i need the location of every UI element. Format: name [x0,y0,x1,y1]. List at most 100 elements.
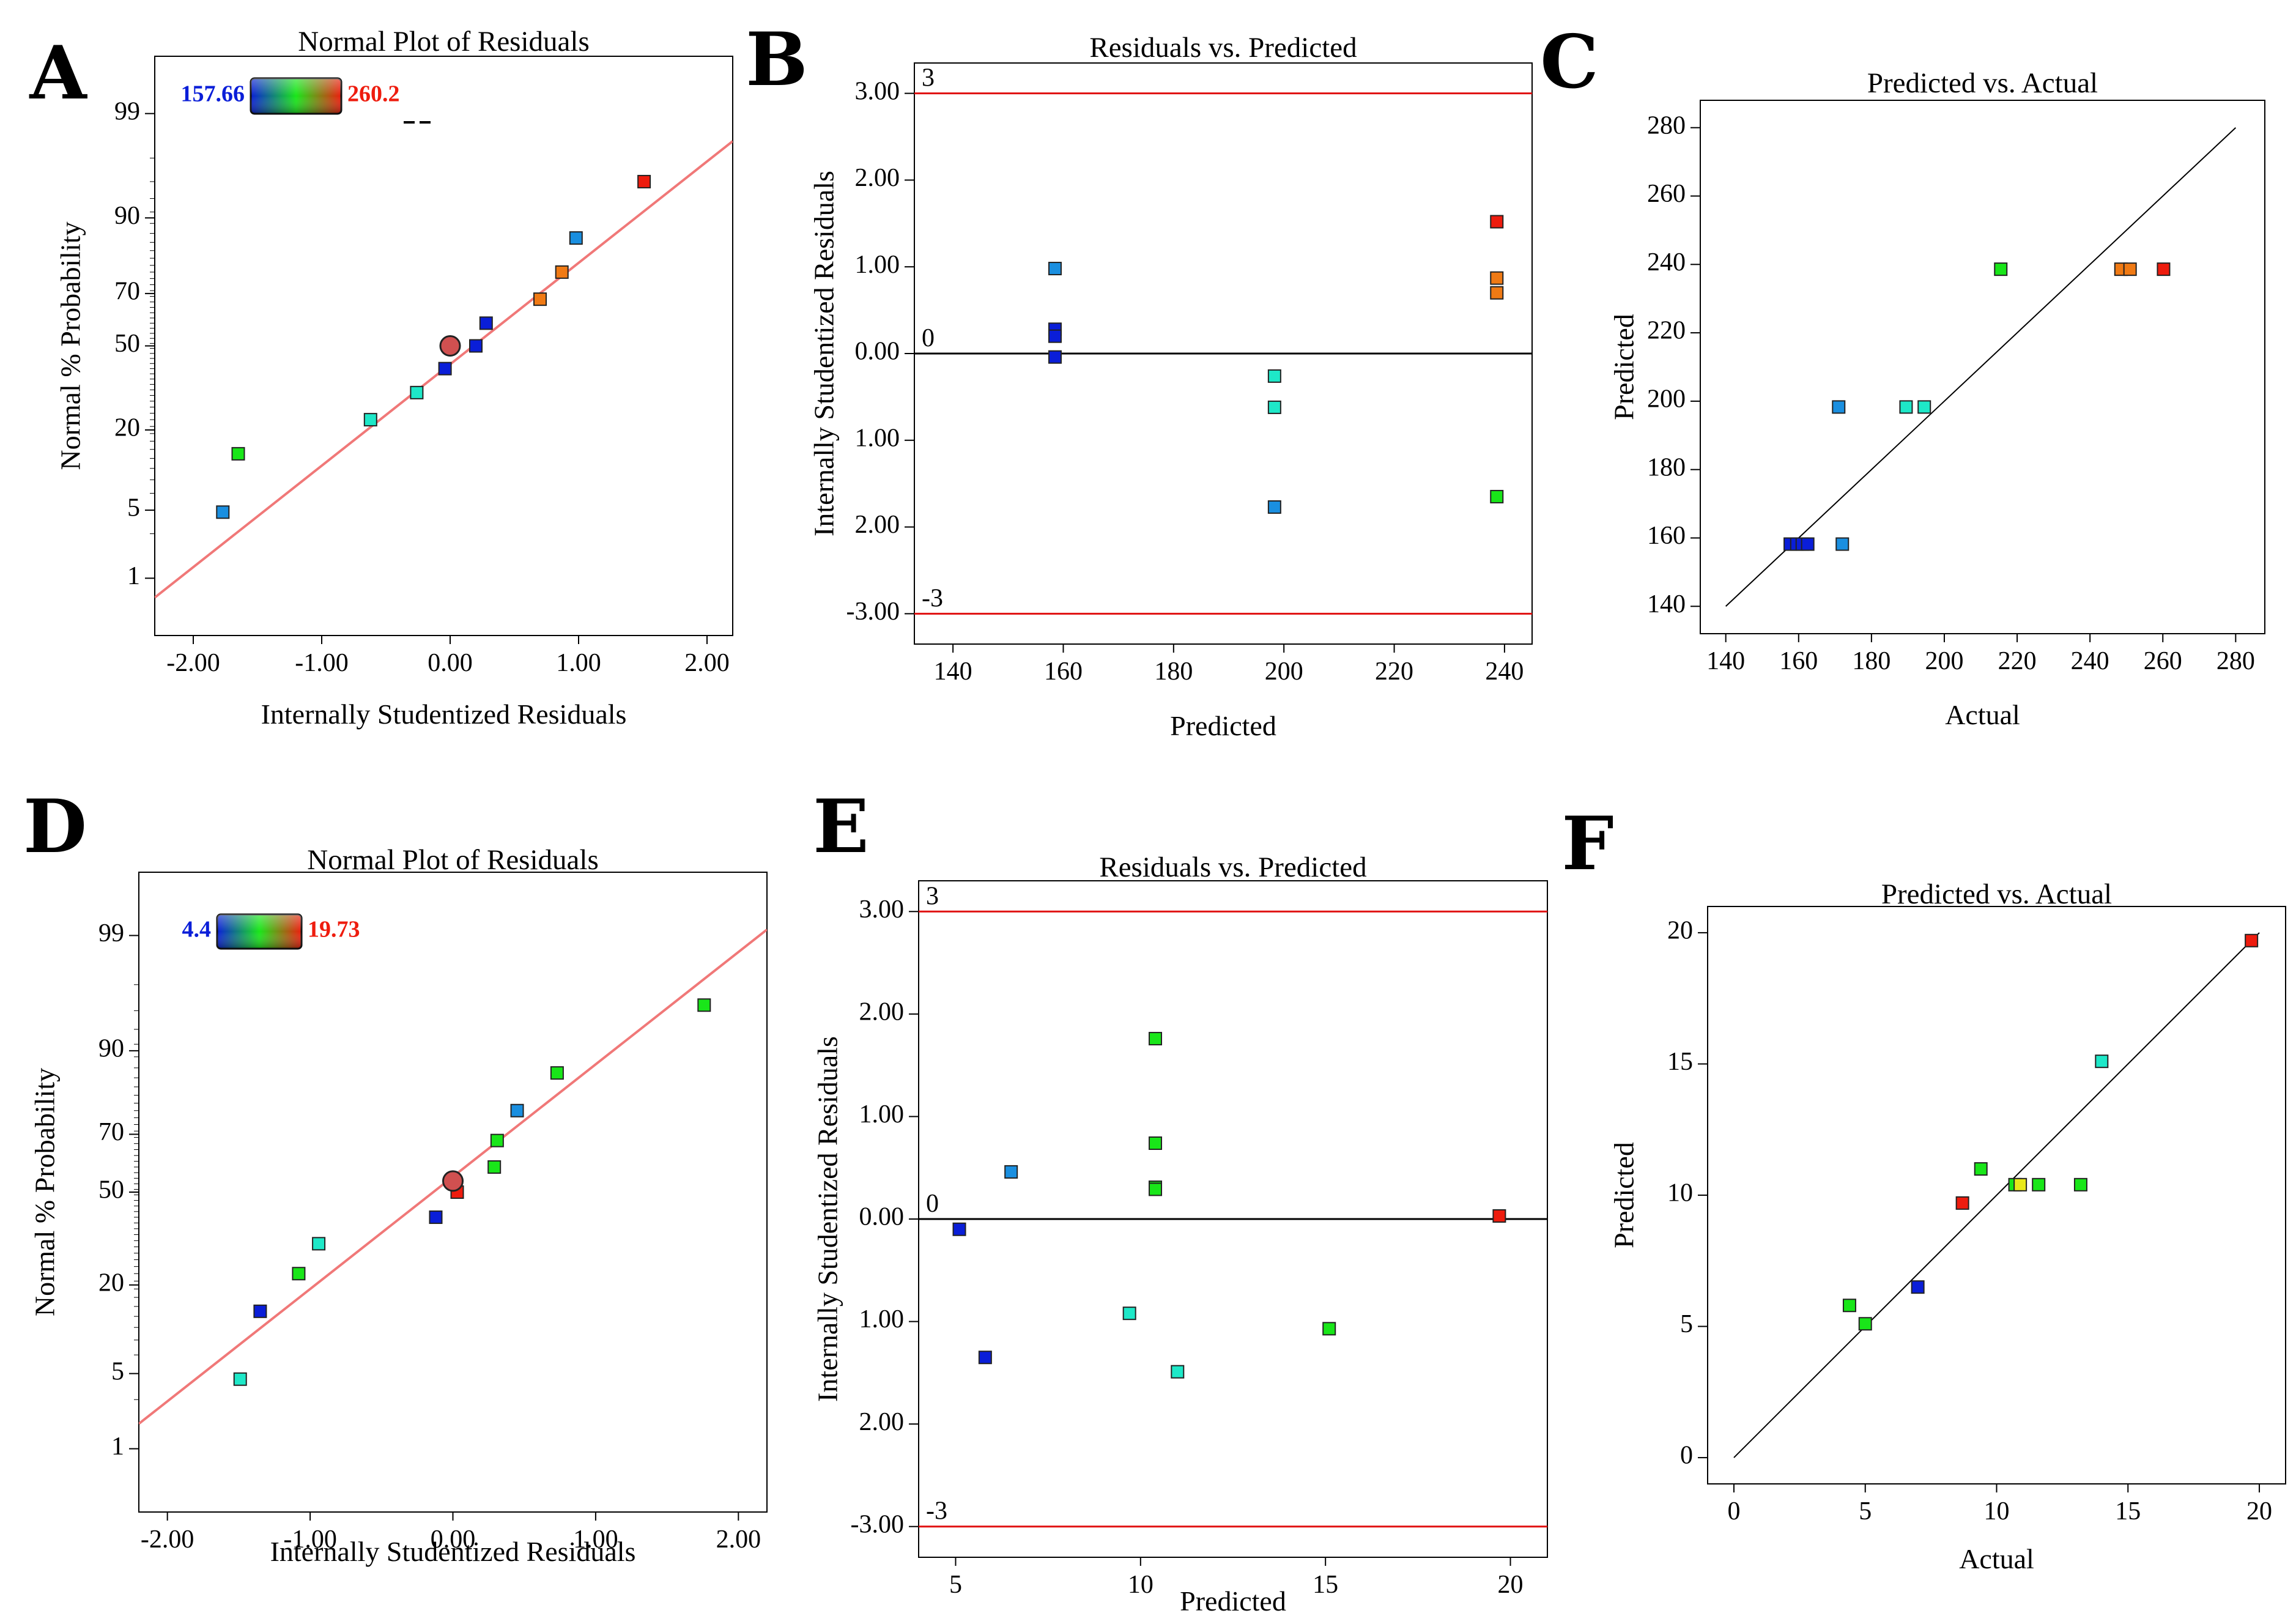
y-tick-label: 240 [1647,248,1686,276]
data-point [1911,1280,1925,1294]
plot-content [1725,127,2237,607]
reference-label-upper: 3 [926,882,939,910]
data-point [292,1267,306,1281]
panel-d: D Normal Plot of Residuals -2.00 -1.00 0.00 1… [23,784,768,1567]
y-tick-label: 1.00 [859,1100,905,1129]
data-point [1267,369,1281,383]
x-tick-label: 0.00 [431,1525,476,1554]
y-tick-label: 280 [1647,111,1686,139]
legend-max-label: 19.73 [308,917,360,943]
y-tick-label: 2.00 [859,1408,905,1436]
data-point [1149,1032,1163,1046]
y-tick-label: 1.00 [855,251,900,279]
y-tick-label: 260 [1647,180,1686,208]
reference-label-lower: -3 [922,584,943,612]
y-axis-label: Predicted [1609,1142,1640,1248]
data-point [1955,1196,1969,1210]
x-tick-label: 160 [1779,647,1818,675]
x-axis-label: Actual [1959,1543,2034,1574]
data-point [1267,400,1281,414]
data-point [1899,400,1913,414]
y-tick-label: 70 [98,1118,124,1146]
data-point [2013,1177,2028,1192]
data-point [1122,1307,1136,1321]
y-tick-label: 1 [127,562,140,590]
panel-letter: E [813,784,868,870]
legend-min-label: 157.66 [181,81,245,107]
x-tick-label: 240 [2071,647,2109,675]
y-tick-label: 200 [1647,385,1686,413]
panel-c: C Predicted vs. Actual 140 160 180 200 220 240 2… [1540,19,2265,730]
y-tick-label: 1 [111,1433,124,1461]
data-point [1490,489,1504,503]
data-point [1842,1299,1856,1313]
chart-title: Predicted vs. Actual [1867,67,2098,99]
data-point [1048,262,1062,276]
y-tick-label: 140 [1647,590,1686,618]
y-tick-label: 0 [1680,1442,1693,1470]
x-tick-label: -1.00 [295,649,349,677]
center-marker [439,335,461,357]
data-point [1267,500,1281,514]
x-axis-label: Predicted [1170,710,1276,741]
y-axis-label: Internally Studentized Residuals [812,1036,843,1402]
x-tick-label: 0.00 [428,649,473,677]
y-tick-label: 2.00 [855,164,900,192]
data-point [479,316,493,330]
x-tick-label: -2.00 [141,1525,194,1554]
x-tick-label: 1.00 [556,649,601,677]
x-tick-label: 5 [1859,1497,1872,1525]
y-tick-label: 10 [1667,1179,1693,1207]
plot-area [1700,100,2265,634]
panel-letter: F [1561,801,1613,887]
data-point [1832,400,1846,414]
data-point [1994,262,2008,276]
x-tick-label: 260 [2144,647,2182,675]
reference-label-zero: 0 [926,1190,939,1218]
data-point [1490,271,1504,285]
x-tick-label: -1.00 [283,1525,337,1554]
y-tick-label: 0.00 [855,338,900,366]
x-tick-label: 140 [934,658,972,686]
legend-gradient-shade [251,78,341,114]
data-point [1490,286,1504,300]
panel-a: A Normal Plot of Residuals -2.00 -1.00 0.00 1… [29,26,733,730]
y-axis-label: Internally Studentized Residuals [809,171,840,536]
x-tick-label: 20 [2246,1497,2272,1525]
y-tick-label: 90 [98,1035,124,1063]
data-point [1490,215,1504,229]
chart-title: Normal Plot of Residuals [298,26,590,57]
data-point [1974,1162,1988,1176]
x-tick-label: -2.00 [166,649,220,677]
center-marker [442,1170,464,1192]
data-point [487,1160,502,1174]
y-tick-label: 1.00 [859,1305,905,1333]
data-point [2032,1177,2046,1192]
panel-letter: C [1540,19,1599,105]
data-point [533,292,547,306]
x-tick-label: 1.00 [573,1525,618,1554]
y-tick-label: 180 [1647,453,1686,481]
data-point [363,413,377,427]
identity-line [1725,127,2237,607]
data-point [2073,1177,2087,1192]
data-point [1322,1322,1336,1336]
y-tick-label: 2.00 [859,998,905,1026]
x-tick-label: 15 [1313,1571,1338,1599]
reference-label-upper: 3 [922,64,935,92]
data-point [555,265,569,279]
panel-e: E Residuals vs. Predicted 5 10 15 20 -3.00 2.00… [812,784,1548,1616]
data-point [438,361,452,376]
x-tick-label: 160 [1044,658,1083,686]
data-point [510,1103,524,1117]
data-point [1149,1182,1163,1196]
y-tick-label: 99 [98,919,124,947]
data-point [1492,1209,1506,1223]
y-tick-label: 160 [1647,522,1686,550]
plot-content [919,910,1547,1528]
color-legend: 4.4 19.73 [182,913,360,950]
panel-f: F Predicted vs. Actual 0 5 10 15 20 0 5 10 15 20 Act… [1561,801,2286,1574]
y-tick-label: -3.00 [851,1510,905,1538]
data-point [1801,537,1815,551]
